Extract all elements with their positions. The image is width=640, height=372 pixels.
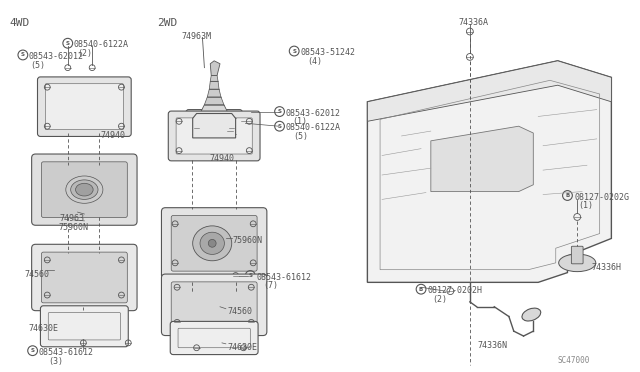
Text: 08127-0202G: 08127-0202G bbox=[574, 193, 629, 202]
Text: 08540-6122A: 08540-6122A bbox=[74, 40, 129, 49]
Text: 08543-62012: 08543-62012 bbox=[29, 52, 84, 61]
Text: (5): (5) bbox=[31, 61, 45, 70]
Text: (3): (3) bbox=[48, 356, 63, 366]
Text: 74560: 74560 bbox=[228, 307, 253, 316]
Text: 4WD: 4WD bbox=[9, 18, 29, 28]
FancyBboxPatch shape bbox=[172, 215, 257, 271]
FancyBboxPatch shape bbox=[42, 252, 127, 303]
Polygon shape bbox=[367, 61, 611, 282]
Text: (2): (2) bbox=[432, 295, 447, 304]
Text: S: S bbox=[278, 109, 282, 114]
FancyBboxPatch shape bbox=[170, 321, 258, 355]
Ellipse shape bbox=[559, 254, 596, 272]
Text: (2): (2) bbox=[77, 49, 93, 58]
Circle shape bbox=[208, 240, 216, 247]
FancyBboxPatch shape bbox=[48, 312, 120, 340]
Text: 75960N: 75960N bbox=[58, 223, 88, 232]
Text: 74940: 74940 bbox=[209, 154, 234, 163]
Text: SC47000: SC47000 bbox=[557, 356, 590, 365]
Ellipse shape bbox=[193, 226, 232, 261]
Text: 74336H: 74336H bbox=[592, 263, 622, 272]
Polygon shape bbox=[211, 61, 220, 76]
Text: S: S bbox=[248, 273, 252, 278]
Text: 74940: 74940 bbox=[101, 131, 126, 140]
FancyBboxPatch shape bbox=[172, 282, 257, 328]
Text: (4): (4) bbox=[307, 57, 322, 66]
FancyBboxPatch shape bbox=[178, 328, 250, 348]
Text: S: S bbox=[292, 49, 296, 54]
Text: (5): (5) bbox=[293, 132, 308, 141]
Text: B: B bbox=[419, 287, 423, 292]
Text: (1): (1) bbox=[578, 201, 593, 210]
FancyBboxPatch shape bbox=[42, 162, 127, 218]
Text: 08540-6122A: 08540-6122A bbox=[285, 123, 340, 132]
Ellipse shape bbox=[522, 308, 541, 321]
Text: S: S bbox=[66, 41, 70, 46]
Text: 74630E: 74630E bbox=[29, 324, 59, 333]
Text: S: S bbox=[21, 52, 25, 57]
Text: 74963: 74963 bbox=[60, 214, 85, 223]
Text: S: S bbox=[31, 348, 35, 353]
FancyBboxPatch shape bbox=[572, 246, 583, 264]
Polygon shape bbox=[209, 81, 219, 89]
Text: 08543-62012: 08543-62012 bbox=[285, 109, 340, 118]
Ellipse shape bbox=[200, 232, 225, 254]
Text: 74963M: 74963M bbox=[181, 32, 211, 41]
FancyBboxPatch shape bbox=[45, 84, 124, 129]
FancyBboxPatch shape bbox=[31, 154, 137, 225]
FancyBboxPatch shape bbox=[40, 306, 128, 347]
Text: 08543-61612: 08543-61612 bbox=[256, 273, 311, 282]
FancyBboxPatch shape bbox=[194, 116, 235, 136]
FancyBboxPatch shape bbox=[176, 118, 252, 154]
Text: 08127-0202H: 08127-0202H bbox=[428, 286, 483, 295]
Text: 74560: 74560 bbox=[25, 270, 50, 279]
FancyBboxPatch shape bbox=[168, 111, 260, 161]
Text: 74336A: 74336A bbox=[458, 18, 488, 27]
Polygon shape bbox=[204, 97, 224, 105]
Text: 08543-61612: 08543-61612 bbox=[38, 348, 93, 357]
Ellipse shape bbox=[66, 176, 103, 203]
Text: 2WD: 2WD bbox=[157, 18, 178, 28]
Polygon shape bbox=[207, 89, 221, 97]
Text: (7): (7) bbox=[263, 281, 278, 291]
FancyBboxPatch shape bbox=[31, 244, 137, 311]
Text: S: S bbox=[278, 124, 282, 129]
Polygon shape bbox=[367, 61, 611, 121]
Text: (1): (1) bbox=[292, 118, 307, 126]
FancyBboxPatch shape bbox=[38, 77, 131, 137]
Text: 75960N: 75960N bbox=[233, 237, 262, 246]
Text: B: B bbox=[565, 193, 570, 198]
Polygon shape bbox=[431, 126, 533, 192]
Text: 08543-51242: 08543-51242 bbox=[300, 48, 355, 57]
FancyBboxPatch shape bbox=[161, 208, 267, 279]
Polygon shape bbox=[193, 113, 236, 138]
Polygon shape bbox=[211, 76, 218, 81]
FancyBboxPatch shape bbox=[186, 110, 243, 143]
Polygon shape bbox=[200, 105, 228, 113]
FancyBboxPatch shape bbox=[161, 274, 267, 336]
Text: 74336N: 74336N bbox=[477, 341, 508, 350]
Ellipse shape bbox=[76, 183, 93, 196]
Ellipse shape bbox=[70, 180, 98, 199]
Text: 74630E: 74630E bbox=[228, 343, 258, 352]
